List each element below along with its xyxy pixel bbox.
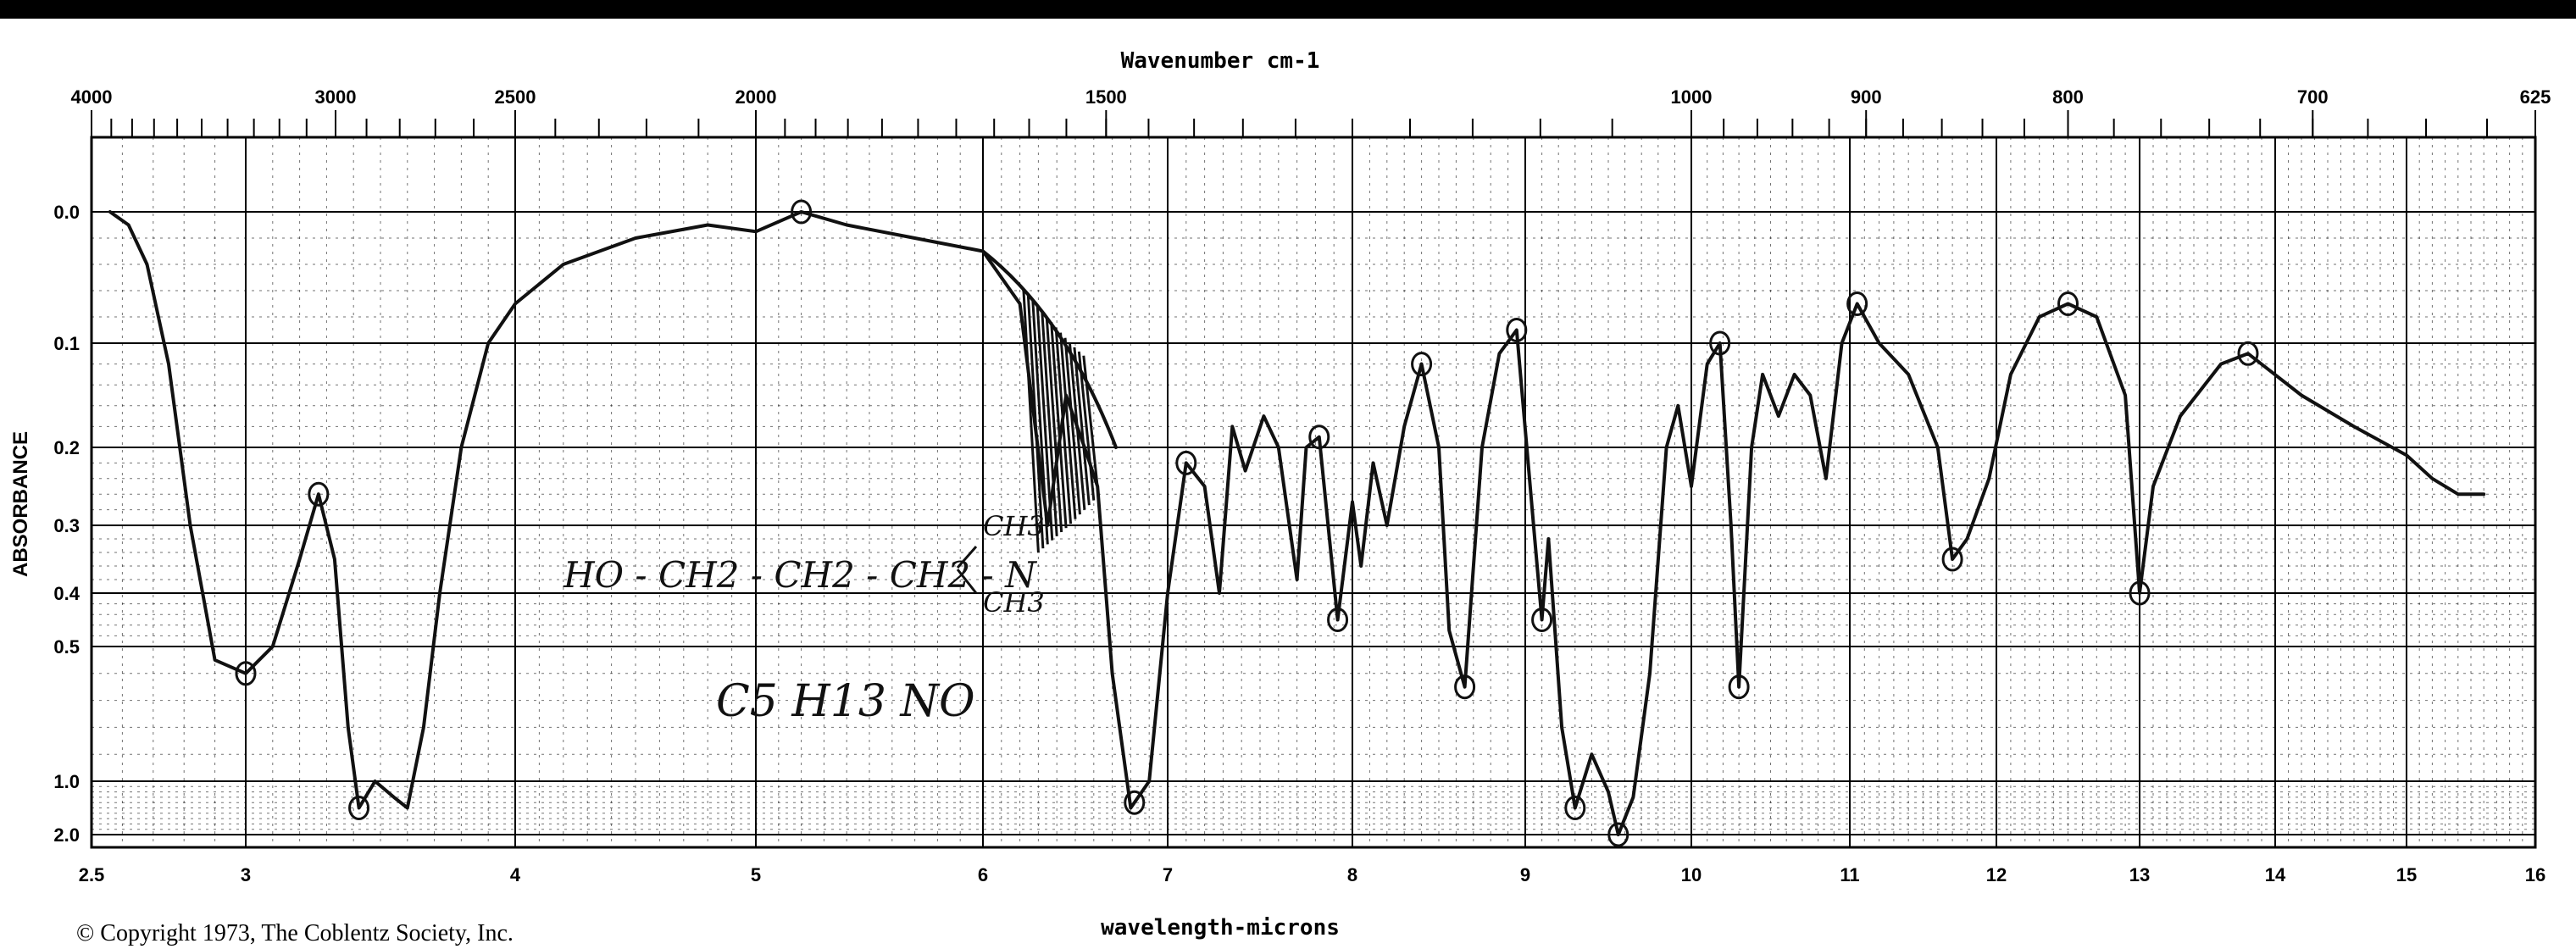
- circled-peak-mark: [1531, 608, 1553, 632]
- scribble-stroke: [1050, 322, 1068, 529]
- circled-peak-mark: [1124, 790, 1146, 815]
- x-tick-label-wavelength: 14: [2265, 864, 2286, 885]
- circled-peak-mark: [348, 796, 370, 820]
- scribble-stroke: [1068, 342, 1086, 510]
- scribble-stroke: [1041, 311, 1058, 536]
- scribble-stroke: [1059, 332, 1077, 519]
- y-tick-label: 0.1: [53, 333, 80, 354]
- scribble-stroke: [1035, 306, 1054, 541]
- y-tick-label: 0.3: [53, 515, 80, 536]
- circled-peak-mark: [1941, 547, 1963, 572]
- y-tick-label: 0.5: [53, 636, 80, 658]
- x-tick-label-wavelength: 2.5: [79, 864, 105, 885]
- x-tick-label-wavelength: 6: [978, 864, 988, 885]
- x-tick-label-wavelength: 3: [241, 864, 251, 885]
- circled-peak-mark: [235, 661, 257, 686]
- circled-peak-mark: [1327, 608, 1349, 632]
- envelope-stroke: [981, 249, 1118, 449]
- circled-peak-mark: [2129, 580, 2151, 606]
- chart-grid: [90, 136, 2537, 849]
- scribble-stroke: [1054, 327, 1073, 524]
- scribble-stroke: [1026, 296, 1045, 549]
- scribble-stroke: [1073, 347, 1091, 506]
- spectrum-trace-layer: [108, 210, 2486, 836]
- x-tick-label-wavenumber: 625: [2520, 86, 2551, 108]
- circled-peak-mark: [791, 199, 813, 225]
- circled-peak-mark: [1411, 352, 1433, 377]
- top-black-band: [0, 0, 2576, 19]
- x-tick-label-wavelength: 15: [2396, 864, 2417, 885]
- plot-frame: [90, 136, 2537, 849]
- ch3-bottom-annotation: CH3: [983, 586, 1045, 619]
- x-tick-label-wavelength: 5: [751, 864, 761, 885]
- x-tick-label-wavenumber: 1500: [1085, 86, 1127, 108]
- circled-peak-mark: [1728, 674, 1750, 700]
- x-tick-label-wavelength: 11: [1840, 864, 1859, 885]
- scribble-stroke: [1077, 351, 1096, 501]
- circled-peak-mark: [1607, 822, 1629, 847]
- bottom-axis-title: wavelength-microns: [1101, 915, 1340, 941]
- x-tick-label-wavenumber: 700: [2297, 86, 2329, 108]
- x-tick-label-wavelength: 7: [1163, 864, 1173, 885]
- x-tick-label-wavenumber: 2000: [736, 86, 777, 108]
- copyright-notice: © Copyright 1973, The Coblentz Society, …: [76, 920, 514, 946]
- x-tick-label-wavelength: 4: [510, 864, 521, 885]
- circled-peak-mark: [1308, 425, 1330, 450]
- x-tick-label-wavelength: 8: [1347, 864, 1357, 885]
- circled-peak-mark: [1709, 330, 1731, 356]
- scribble-stroke: [1031, 301, 1049, 545]
- ch3-top-annotation: CH3: [983, 510, 1045, 542]
- x-tick-label-wavenumber: 3000: [315, 86, 357, 108]
- scribble-stroke: [1045, 316, 1063, 533]
- x-tick-label-wavelength: 9: [1520, 864, 1530, 885]
- chart-ticks: 2.5 3 4 5 6 7 8 9 10 11 12 13 14 15 16 0.0 0.1 0.2 0.3 0.4 0…: [53, 86, 2551, 885]
- y-tick-label: 2.0: [53, 824, 80, 846]
- circled-peak-mark: [1846, 291, 1868, 316]
- top-axis-title: Wavenumber cm-1: [1121, 48, 1320, 74]
- x-tick-label-wavelength: 10: [1681, 864, 1702, 885]
- x-tick-label-wavelength: 13: [2129, 864, 2150, 885]
- circled-peak-mark: [2057, 291, 2079, 316]
- spectrum-series-line: [108, 210, 2486, 836]
- circled-peak-mark: [1564, 796, 1586, 820]
- circled-peak-mark: [1454, 674, 1476, 700]
- x-tick-label-wavenumber: 4000: [71, 86, 113, 108]
- x-tick-label-wavelength: 12: [1986, 864, 2007, 885]
- x-tick-label-wavenumber: 2500: [495, 86, 536, 108]
- scribble-stroke: [1022, 290, 1040, 553]
- circled-peak-mark: [1175, 450, 1197, 475]
- y-tick-label: 1.0: [53, 771, 80, 792]
- x-tick-label-wavenumber: 800: [2052, 86, 2084, 108]
- x-tick-label-wavenumber: 900: [1851, 86, 1882, 108]
- circled-peak-mark: [1506, 318, 1528, 342]
- molecular-formula-annotation: C5 H13 NO: [716, 676, 975, 727]
- structure-annotation: HO - CH2 - CH2 - CH2 - N: [563, 554, 1037, 596]
- circled-peak-mark: [308, 481, 330, 507]
- x-tick-label-wavenumber: 1000: [1671, 86, 1713, 108]
- y-tick-label: 0.0: [53, 202, 80, 223]
- x-tick-label-wavelength: 16: [2525, 864, 2545, 885]
- y-tick-label: 0.2: [53, 437, 80, 458]
- scribble-stroke: [1063, 337, 1081, 515]
- nitrogen-branch-strokes: [956, 546, 978, 594]
- y-axis-title: ABSORBANCE: [9, 431, 32, 577]
- circled-peak-mark: [2237, 341, 2259, 366]
- y-tick-label: 0.4: [53, 583, 80, 604]
- peak-marks: [235, 199, 2259, 847]
